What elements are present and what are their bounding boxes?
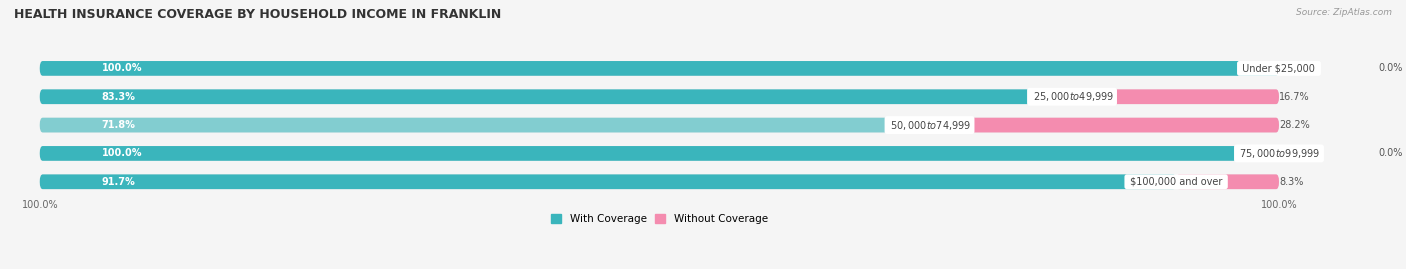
FancyBboxPatch shape — [39, 61, 1279, 76]
Text: $25,000 to $49,999: $25,000 to $49,999 — [1029, 90, 1115, 103]
Text: $50,000 to $74,999: $50,000 to $74,999 — [887, 119, 972, 132]
Text: 16.7%: 16.7% — [1279, 92, 1309, 102]
FancyBboxPatch shape — [39, 118, 929, 132]
Text: 71.8%: 71.8% — [101, 120, 135, 130]
Text: HEALTH INSURANCE COVERAGE BY HOUSEHOLD INCOME IN FRANKLIN: HEALTH INSURANCE COVERAGE BY HOUSEHOLD I… — [14, 8, 502, 21]
FancyBboxPatch shape — [39, 146, 1279, 161]
FancyBboxPatch shape — [929, 118, 1279, 132]
Text: $100,000 and over: $100,000 and over — [1126, 177, 1226, 187]
FancyBboxPatch shape — [39, 61, 1279, 76]
Text: 0.0%: 0.0% — [1378, 63, 1403, 73]
Text: 8.3%: 8.3% — [1279, 177, 1303, 187]
FancyBboxPatch shape — [1071, 89, 1279, 104]
FancyBboxPatch shape — [39, 89, 1279, 104]
Text: 91.7%: 91.7% — [101, 177, 135, 187]
Text: Under $25,000: Under $25,000 — [1240, 63, 1319, 73]
Text: 100.0%: 100.0% — [21, 200, 58, 210]
Text: 83.3%: 83.3% — [101, 92, 135, 102]
FancyBboxPatch shape — [39, 174, 1279, 189]
Text: $75,000 to $99,999: $75,000 to $99,999 — [1236, 147, 1322, 160]
Text: 28.2%: 28.2% — [1279, 120, 1310, 130]
FancyBboxPatch shape — [1177, 174, 1279, 189]
FancyBboxPatch shape — [39, 89, 1071, 104]
Text: 100.0%: 100.0% — [101, 63, 142, 73]
Text: 100.0%: 100.0% — [101, 148, 142, 158]
FancyBboxPatch shape — [39, 174, 1177, 189]
Text: Source: ZipAtlas.com: Source: ZipAtlas.com — [1296, 8, 1392, 17]
FancyBboxPatch shape — [39, 146, 1279, 161]
Text: 100.0%: 100.0% — [1261, 200, 1298, 210]
FancyBboxPatch shape — [39, 118, 1279, 132]
Text: 0.0%: 0.0% — [1378, 148, 1403, 158]
Legend: With Coverage, Without Coverage: With Coverage, Without Coverage — [547, 210, 772, 228]
